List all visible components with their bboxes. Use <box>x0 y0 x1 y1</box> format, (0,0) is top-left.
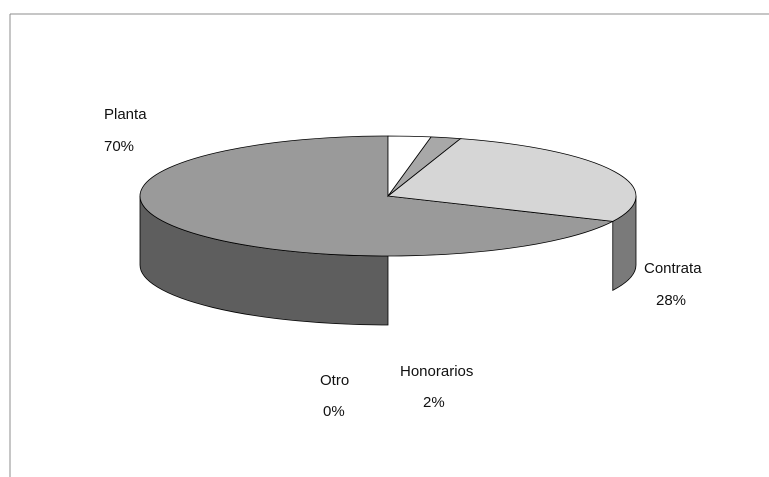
label-honorarios-name: Honorarios <box>400 363 473 380</box>
label-contrata-name: Contrata <box>644 260 702 277</box>
slice-otro <box>387 135 432 198</box>
slice-contrata <box>386 138 637 222</box>
slice-planta <box>139 135 615 257</box>
label-honorarios-percent: 2% <box>423 394 445 411</box>
label-planta-percent: 70% <box>104 138 134 155</box>
label-planta-name: Planta <box>104 106 147 123</box>
label-otro-name: Otro <box>320 372 349 389</box>
label-otro-percent: 0% <box>323 403 345 420</box>
label-contrata-percent: 28% <box>656 292 686 309</box>
